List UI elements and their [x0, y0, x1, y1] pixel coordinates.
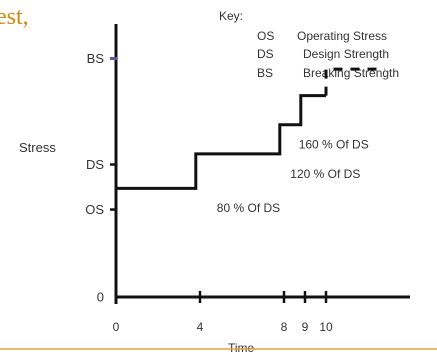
x-tick-label-10: 10 [319, 320, 333, 334]
breaking-dashed-line [324, 67, 385, 96]
x-tick-label-0: 0 [113, 320, 120, 334]
y-tick-label-ds: DS [86, 157, 104, 172]
header-fragment: est, [0, 4, 29, 30]
key-abbr-os: OS [257, 29, 274, 43]
stress-step-line [116, 94, 326, 190]
x-tick-label-9: 9 [302, 320, 309, 334]
step-series [116, 67, 385, 190]
annotation-0: 80 % Of DS [217, 201, 280, 215]
key-abbr-ds: DS [257, 47, 274, 61]
x-axis-label: Time [228, 341, 255, 354]
y-tick-label-bs: BS [87, 51, 105, 66]
x-tick-label-4: 4 [197, 320, 204, 334]
key-desc-ds: Design Strength [303, 47, 389, 61]
key-desc-os: Operating Stress [297, 29, 387, 43]
y-ticks: 0 OS DS BS [85, 51, 117, 305]
x-ticks: 0 4 8 9 10 [113, 291, 333, 334]
key-title: Key: [219, 9, 243, 23]
x-tick-label-8: 8 [281, 320, 288, 334]
annotation-2: 160 % Of DS [299, 138, 369, 152]
annotation-1: 120 % Of DS [290, 167, 360, 181]
annotations: 80 % Of DS 120 % Of DS 160 % Of DS [217, 138, 369, 216]
key-abbr-bs: BS [257, 66, 273, 80]
y-tick-label-0: 0 [97, 290, 104, 305]
y-axis-label: Stress [19, 140, 56, 155]
y-tick-label-os: OS [85, 202, 104, 217]
